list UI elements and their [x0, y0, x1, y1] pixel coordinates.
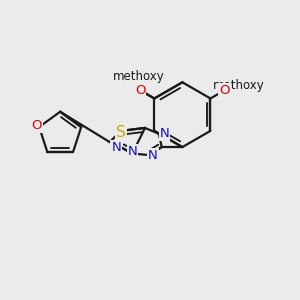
Text: methoxy: methoxy	[213, 79, 265, 92]
Text: O: O	[134, 83, 145, 96]
Text: N: N	[111, 141, 121, 154]
Text: O: O	[219, 84, 230, 97]
Text: methoxy: methoxy	[113, 70, 165, 83]
Text: N: N	[128, 145, 137, 158]
Text: N: N	[160, 127, 169, 140]
Text: N: N	[148, 148, 158, 161]
Text: S: S	[116, 125, 126, 140]
Text: methoxy: methoxy	[136, 67, 143, 68]
Text: O: O	[32, 119, 42, 132]
Text: methoxy: methoxy	[127, 82, 134, 83]
Text: O: O	[135, 84, 146, 97]
